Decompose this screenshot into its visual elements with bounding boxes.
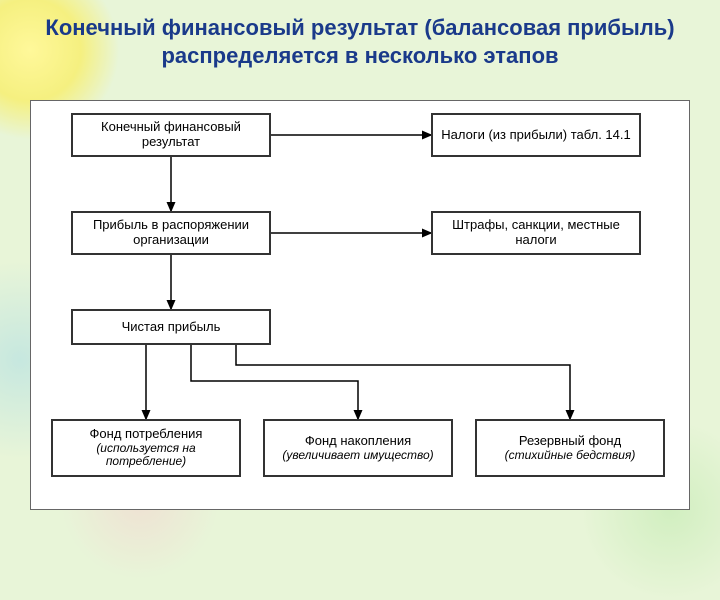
page-title: Конечный финансовый результат (балансова… [0,0,720,75]
flowchart-node-n3: Прибыль в распоряжении организации [71,211,271,255]
flowchart-node-n8: Резервный фонд(стихийные бедствия) [475,419,665,477]
node-label: Чистая прибыль [122,320,221,335]
flowchart-edge-n5-n8 [236,345,570,419]
node-sublabel: (стихийные бедствия) [505,449,636,463]
flowchart-node-n7: Фонд накопления(увеличивает имущество) [263,419,453,477]
flowchart-node-n4: Штрафы, санкции, местные налоги [431,211,641,255]
node-label: Налоги (из прибыли) табл. 14.1 [441,128,630,143]
node-sublabel: (используется на потребление) [59,442,233,470]
flowchart-node-n5: Чистая прибыль [71,309,271,345]
flowchart-node-n1: Конечный финансовый результат [71,113,271,157]
node-label: Резервный фонд [519,434,621,449]
node-label: Штрафы, санкции, местные налоги [439,218,633,248]
flowchart-node-n6: Фонд потребления(используется на потребл… [51,419,241,477]
node-label: Прибыль в распоряжении организации [79,218,263,248]
node-label: Фонд потребления [90,427,203,442]
flowchart-container: Конечный финансовый результат Налоги (из … [30,100,690,510]
node-sublabel: (увеличивает имущество) [282,449,433,463]
node-label: Конечный финансовый результат [79,120,263,150]
flowchart-edge-n5-n7 [191,345,358,419]
flowchart-node-n2: Налоги (из прибыли) табл. 14.1 [431,113,641,157]
node-label: Фонд накопления [305,434,411,449]
